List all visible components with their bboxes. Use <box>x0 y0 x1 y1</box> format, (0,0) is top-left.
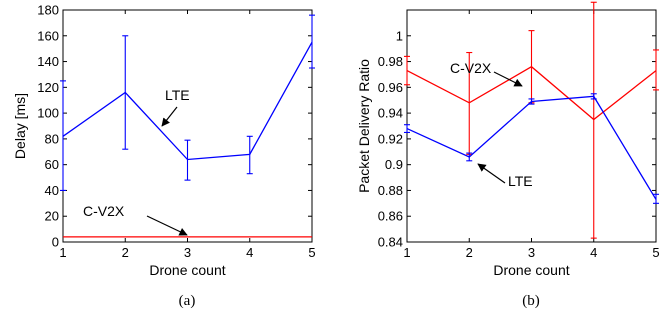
x-tick-label: 5 <box>308 245 315 260</box>
y-tick-label: 0.96 <box>378 80 403 95</box>
x-tick-label: 5 <box>652 245 659 260</box>
x-tick-label: 3 <box>528 245 535 260</box>
annotation-label: LTE <box>165 87 190 103</box>
panel-caption: (a) <box>179 293 196 309</box>
y-tick-label: 0.86 <box>378 209 403 224</box>
y-tick-label: 40 <box>45 183 59 198</box>
y-axis-label: Packet Delivery Ratio <box>356 59 372 193</box>
y-tick-label: 0.9 <box>385 157 403 172</box>
y-tick-label: 80 <box>45 131 59 146</box>
annotation-arrow <box>477 163 506 184</box>
series-c-v2x <box>404 1 659 239</box>
x-tick-label: 2 <box>122 245 129 260</box>
y-tick-label: 0.98 <box>378 54 403 69</box>
annotation-arrow <box>493 71 523 87</box>
annotation-arrow <box>161 106 178 127</box>
panel-b-pdr-chart: 1 2 3 4 5 0.84 0.86 0.88 0.9 0.92 0.94 0.96 0.98 1 Dro… <box>356 1 660 309</box>
panel-caption: (b) <box>522 293 540 309</box>
x-tick-label: 4 <box>246 245 253 260</box>
y-tick-label: 0.92 <box>378 131 403 146</box>
y-tick-label: 20 <box>45 209 59 224</box>
x-tick-label: 1 <box>403 245 410 260</box>
y-tick-label: 0.88 <box>378 183 403 198</box>
y-axis-label: Delay [ms] <box>12 93 28 159</box>
annotation-label: C-V2X <box>450 60 492 76</box>
x-tick-label: 2 <box>466 245 473 260</box>
y-tick-label: 100 <box>37 106 59 121</box>
y-tick-label: 0 <box>52 235 59 250</box>
y-tick-label: 1 <box>396 28 403 43</box>
y-tick-label: 120 <box>37 80 59 95</box>
x-axis-label: Drone count <box>149 262 225 278</box>
panel-a-delay-chart: 1 2 3 4 5 0 20 40 60 80 100 120 140 160 180 Drone count… <box>12 3 316 310</box>
y-tick-label: 0.84 <box>378 235 403 250</box>
x-tick-label: 3 <box>184 245 191 260</box>
y-tick-label: 60 <box>45 157 59 172</box>
annotation-label: C-V2X <box>83 203 125 219</box>
annotation-arrow <box>146 215 188 236</box>
x-tick-label: 1 <box>59 245 66 260</box>
annotation-label: LTE <box>508 173 533 189</box>
series-lte <box>404 93 659 204</box>
y-tick-label: 180 <box>37 3 59 18</box>
y-tick-label: 0.94 <box>378 106 403 121</box>
y-tick-label: 160 <box>37 28 59 43</box>
x-tick-label: 4 <box>590 245 597 260</box>
series-lte <box>60 14 315 191</box>
x-axis-label: Drone count <box>493 262 569 278</box>
y-tick-label: 140 <box>37 54 59 69</box>
